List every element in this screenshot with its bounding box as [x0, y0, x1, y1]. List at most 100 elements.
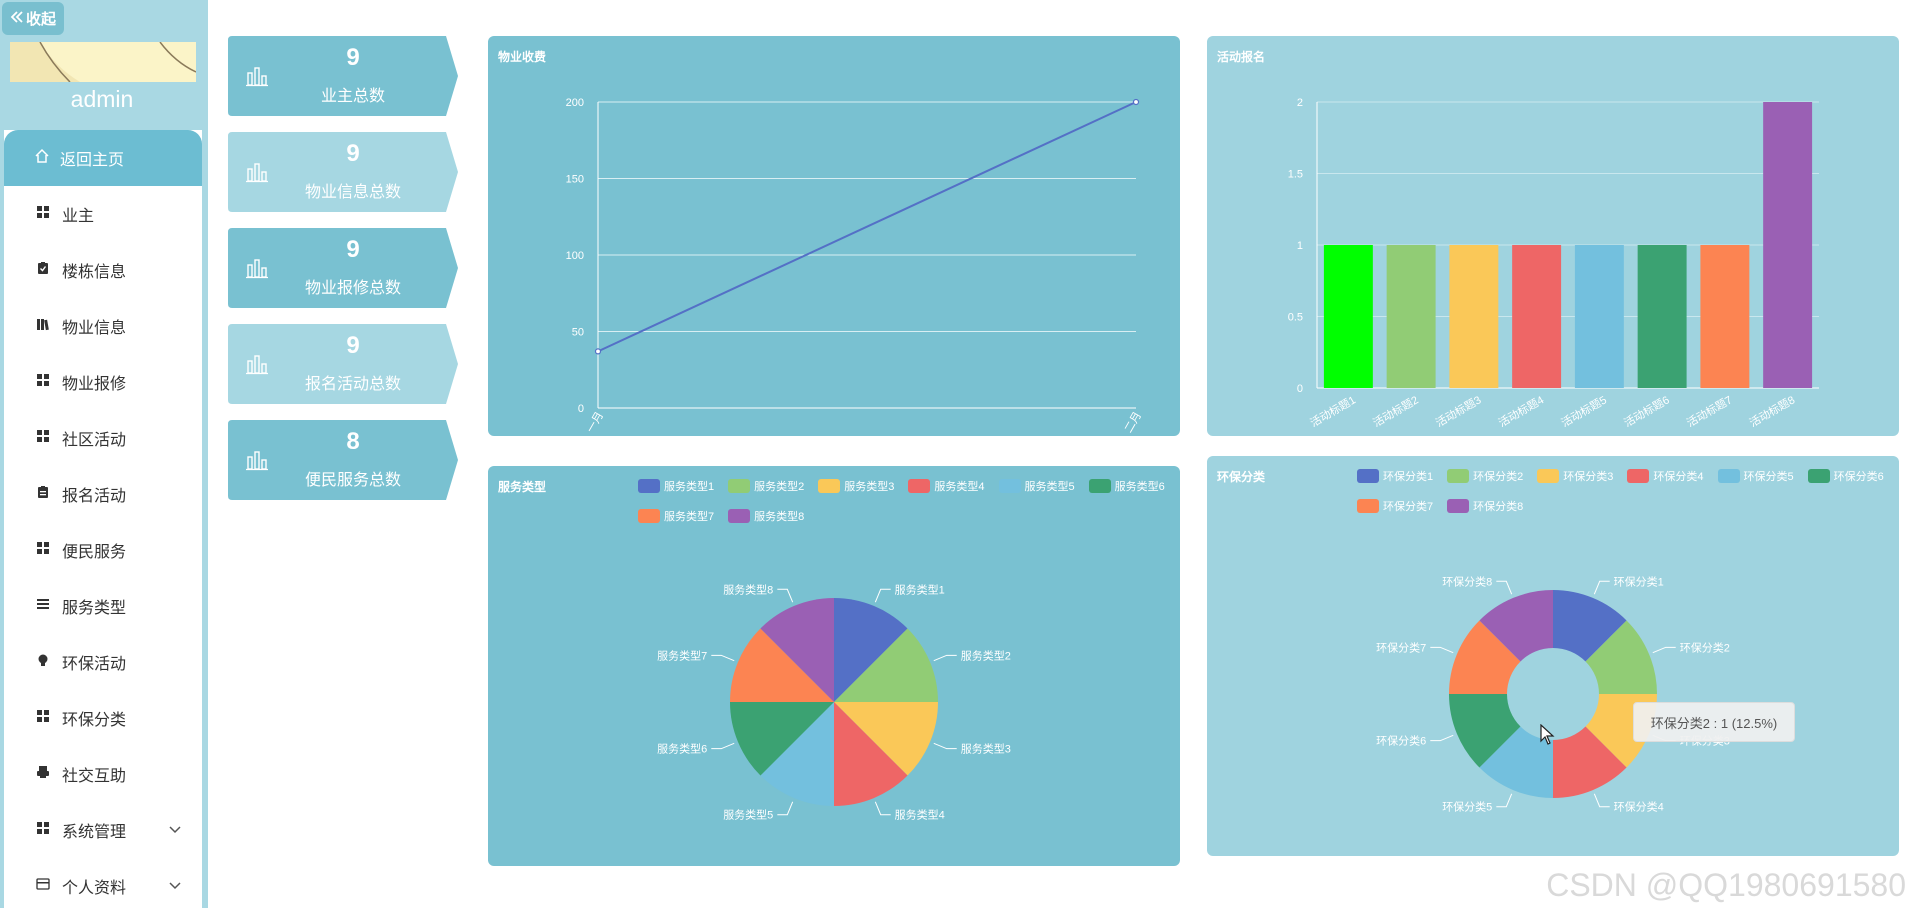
- pie-slice: [834, 598, 908, 702]
- slice-label: 服务类型4: [895, 808, 945, 822]
- y-tick-label: 2: [1297, 97, 1303, 109]
- sidebar-item-2[interactable]: 楼栋信息: [4, 242, 202, 298]
- card-icon: [36, 877, 50, 896]
- legend-item[interactable]: 环保分类4: [1627, 468, 1704, 484]
- legend-item[interactable]: 环保分类1: [1357, 468, 1433, 484]
- bar: [1700, 245, 1750, 388]
- legend-item[interactable]: 服务类型5: [998, 478, 1075, 494]
- clipboard-check-icon: [36, 261, 50, 280]
- sidebar-item-9[interactable]: 环保活动: [4, 634, 202, 690]
- legend-item[interactable]: 环保分类8: [1447, 498, 1523, 514]
- sidebar-item-3[interactable]: 物业信息: [4, 298, 202, 354]
- sidebar-item-5[interactable]: 社区活动: [4, 410, 202, 466]
- sidebar-item-10[interactable]: 环保分类: [4, 690, 202, 746]
- bar-chart-icon: [246, 161, 268, 188]
- legend-label: 服务类型2: [754, 481, 805, 493]
- legend-label: 环保分类2: [1473, 471, 1524, 483]
- bar: [1512, 245, 1562, 388]
- legend-item[interactable]: 服务类型2: [728, 478, 804, 494]
- eco-pie-panel: 环保分类 环保分类1 环保分类2 环保分类3 环保分类4 环保分类5 环保分类6 环保分类7…: [1207, 456, 1899, 856]
- double-chevron-left-icon: [10, 10, 24, 28]
- sidebar-item-label: 社区活动: [62, 432, 127, 449]
- sidebar-item-1[interactable]: 业主: [4, 186, 202, 242]
- stat-label: 业主总数: [320, 88, 385, 105]
- label-line: [1496, 580, 1513, 595]
- chevron-down-icon: [168, 822, 182, 840]
- service-pie-title: 服务类型: [498, 480, 547, 494]
- x-tick-label: 活动标题2: [1370, 392, 1420, 429]
- service-pie-panel: 服务类型 服务类型1 服务类型2 服务类型3 服务类型4 服务类型5 服务类型6 服务类型7…: [488, 466, 1180, 866]
- label-line: [933, 654, 957, 662]
- legend-label: 环保分类4: [1653, 471, 1704, 483]
- sidebar-item-11[interactable]: 社交互助: [4, 746, 202, 802]
- line-chart: 0 50 100 150 200 一月 二月: [566, 97, 1144, 435]
- slice-label: 环保分类7: [1376, 640, 1426, 654]
- y-tick-label: 50: [572, 327, 584, 339]
- grid-icon: [36, 541, 50, 560]
- legend-item[interactable]: 服务类型8: [728, 508, 804, 524]
- y-tick-label: 0: [578, 403, 584, 415]
- stat-value: 9: [346, 140, 360, 167]
- legend-label: 服务类型4: [934, 481, 985, 493]
- slice-label: 环保分类8: [1442, 574, 1492, 588]
- bar: [1449, 245, 1499, 388]
- sidebar-item-label: 便民服务: [62, 544, 127, 561]
- legend-label: 服务类型6: [1114, 481, 1165, 493]
- sidebar-item-7[interactable]: 便民服务: [4, 522, 202, 578]
- legend-swatch: [908, 479, 931, 493]
- grid-icon: [36, 821, 50, 840]
- pie-slice: [760, 598, 834, 702]
- slice-label: 环保分类2: [1680, 640, 1730, 654]
- slice-label: 环保分类4: [1614, 800, 1664, 814]
- legend-item[interactable]: 环保分类3: [1537, 468, 1613, 484]
- bar: [1763, 102, 1813, 388]
- legend-swatch: [1357, 469, 1379, 483]
- sidebar-item-4[interactable]: 物业报修: [4, 354, 202, 410]
- legend-item[interactable]: 环保分类2: [1447, 468, 1523, 484]
- pie-slice: [834, 702, 908, 806]
- pie-slice: [1585, 620, 1657, 694]
- sidebar-item-6[interactable]: 报名活动: [4, 466, 202, 522]
- stat-value: 8: [346, 428, 360, 455]
- legend-item[interactable]: 环保分类5: [1717, 468, 1794, 484]
- sidebar-item-12[interactable]: 系统管理: [4, 802, 202, 858]
- legend-swatch: [818, 479, 841, 493]
- sidebar-item-13[interactable]: 个人资料: [4, 858, 202, 914]
- label-line: [1430, 646, 1454, 654]
- label-line: [777, 588, 794, 603]
- slice-label: 服务类型1: [895, 582, 945, 596]
- slice-label: 环保分类5: [1442, 800, 1492, 814]
- bar-chart-icon: [246, 353, 268, 380]
- legend-item[interactable]: 服务类型7: [638, 508, 714, 524]
- y-tick-label: 0.5: [1288, 312, 1303, 324]
- legend-item[interactable]: 服务类型4: [908, 478, 985, 494]
- legend-label: 环保分类1: [1383, 471, 1434, 483]
- sidebar-item-8[interactable]: 服务类型: [4, 578, 202, 634]
- bar-chart-icon: [246, 449, 268, 476]
- y-tick-label: 150: [566, 174, 584, 186]
- legend-item[interactable]: 服务类型1: [638, 478, 714, 494]
- bar: [1637, 245, 1687, 388]
- legend-swatch: [1627, 469, 1650, 483]
- collapse-button[interactable]: 收起: [2, 2, 64, 35]
- y-tick-label: 0: [1297, 383, 1303, 395]
- slice-label: 服务类型7: [657, 648, 707, 662]
- slice-label: 服务类型2: [961, 648, 1011, 662]
- legend-item[interactable]: 服务类型3: [818, 478, 894, 494]
- legend-item[interactable]: 环保分类7: [1357, 498, 1433, 514]
- x-tick-label: 活动标题1: [1307, 392, 1357, 429]
- stat-card-3: 9 物业报修总数: [228, 228, 458, 308]
- legend-swatch: [728, 479, 751, 493]
- bar-chart: 0 0.5 1 1.5 2 活动标题1 活动标题2 活动标题3 活动标题4 活动标题5 活动标题6 活…: [1288, 97, 1819, 430]
- x-tick-label: 活动标题7: [1684, 392, 1734, 429]
- sidebar-item-label: 环保分类: [62, 712, 127, 729]
- legend-item[interactable]: 服务类型6: [1088, 478, 1165, 494]
- printer-icon: [36, 765, 50, 784]
- legend-item[interactable]: 环保分类6: [1807, 468, 1884, 484]
- label-line: [1652, 646, 1676, 654]
- line-point: [1132, 98, 1140, 106]
- sidebar: 收起 admin 返回主页 业主 楼栋信息 物业信息 物业报修 社区活动 报名活动 便民服务…: [0, 0, 208, 908]
- pie-slice: [760, 702, 834, 806]
- menu-home[interactable]: 返回主页: [4, 130, 202, 186]
